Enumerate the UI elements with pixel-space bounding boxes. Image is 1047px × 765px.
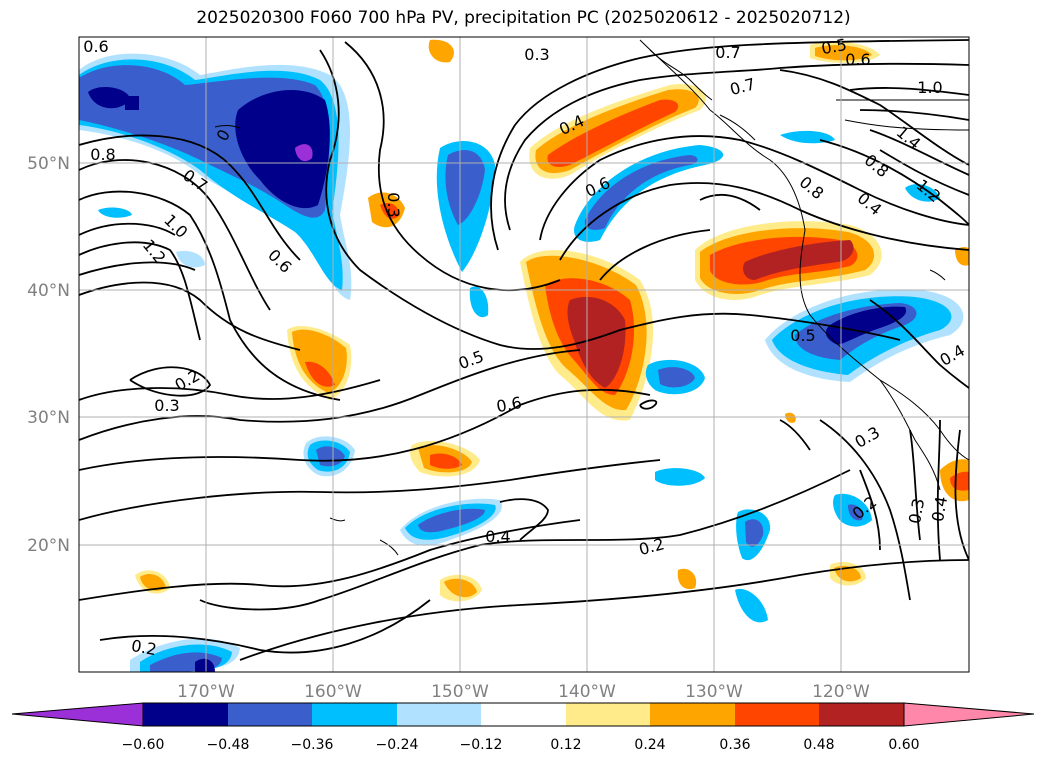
colorbar-segment [312, 703, 397, 726]
lon-label: 130°W [685, 682, 743, 702]
shade-navy-small [88, 86, 130, 109]
shade-purple [295, 144, 313, 162]
contour-label: 0.8 [796, 172, 828, 203]
colorbar-segment [735, 703, 819, 726]
colorbar-tick-label: −0.60 [122, 737, 165, 753]
lon-label: 140°W [558, 682, 616, 702]
colorbar-tick-label: 0.48 [803, 737, 834, 753]
lat-label: 20°N [27, 536, 70, 556]
contour-label: 0.8 [90, 145, 115, 164]
colorbar-segment [481, 703, 566, 726]
contour-label: 0.3 [905, 497, 928, 525]
contour-label: 1.2 [913, 175, 945, 206]
colorbar-tick-label: 0.12 [550, 737, 581, 753]
contour-label: 1.4 [893, 122, 925, 153]
contour-label: 0.2 [130, 636, 158, 659]
lat-label: 40°N [27, 281, 70, 301]
colorbar-extend-low [11, 702, 144, 727]
colorbar-tick-label: −0.48 [207, 737, 250, 753]
coastline-layer [214, 39, 969, 556]
longitude-labels: 170°W 160°W 150°W 140°W 130°W 120°W [177, 682, 870, 702]
colorbar-ticks: −0.60 −0.48 −0.36 −0.24 −0.12 0.12 0.24 … [122, 737, 920, 753]
colorbar-tick-label: −0.36 [291, 737, 334, 753]
contour-label: 0.4 [485, 527, 510, 546]
map-title: 2025020300 F060 700 hPa PV, precipitatio… [196, 8, 851, 28]
colorbar-segment [650, 703, 735, 726]
colorbar-segment [819, 703, 904, 726]
contour-label: 0.6 [83, 37, 108, 56]
colorbar-segment [397, 703, 481, 726]
contour-label: 0.5 [790, 326, 815, 345]
contour-label: 0.7 [715, 43, 740, 62]
contour-label: 0.5 [820, 35, 848, 58]
contour-label: 0.3 [524, 45, 549, 64]
contour-label: 0.3 [384, 192, 403, 217]
colorbar-tick-label: −0.24 [376, 737, 419, 753]
lat-label: 30°N [27, 408, 70, 428]
lat-label: 50°N [27, 154, 70, 174]
shading-layer [79, 39, 969, 672]
contour-label: 0.6 [845, 50, 870, 69]
map-frame [78, 36, 970, 673]
lon-label: 160°W [304, 682, 362, 702]
lon-label: 120°W [812, 682, 870, 702]
contour-label: 0.4 [854, 188, 886, 219]
contour-label: 0.2 [637, 534, 667, 559]
contour-label: 0.3 [851, 423, 883, 452]
shade-navy [235, 89, 330, 209]
colorbar-tick-label: 0.60 [888, 737, 919, 753]
contour-label: 0.6 [495, 393, 523, 416]
colorbar-segment [566, 703, 650, 726]
contour-label: 0.3 [154, 396, 179, 415]
contour-label: 1.0 [160, 210, 191, 241]
north-america-coast [639, 39, 969, 461]
lon-label: 170°W [177, 682, 235, 702]
colorbar [11, 702, 1035, 727]
colorbar-extend-high [903, 702, 1035, 727]
graticule [79, 37, 969, 672]
colorbar-tick-label: −0.12 [460, 737, 503, 753]
contour-layer [79, 39, 969, 661]
contour-label: 0.4 [928, 495, 951, 523]
contour-label: 1.0 [917, 78, 942, 97]
latitude-labels: 50°N 40°N 30°N 20°N [27, 154, 70, 556]
colorbar-tick-label: 0.36 [719, 737, 750, 753]
lon-label: 150°W [431, 682, 489, 702]
colorbar-tick-label: 0.24 [634, 737, 665, 753]
contour-label: 0.7 [728, 74, 758, 99]
colorbar-segment [143, 703, 228, 726]
colorbar-segment [228, 703, 312, 726]
